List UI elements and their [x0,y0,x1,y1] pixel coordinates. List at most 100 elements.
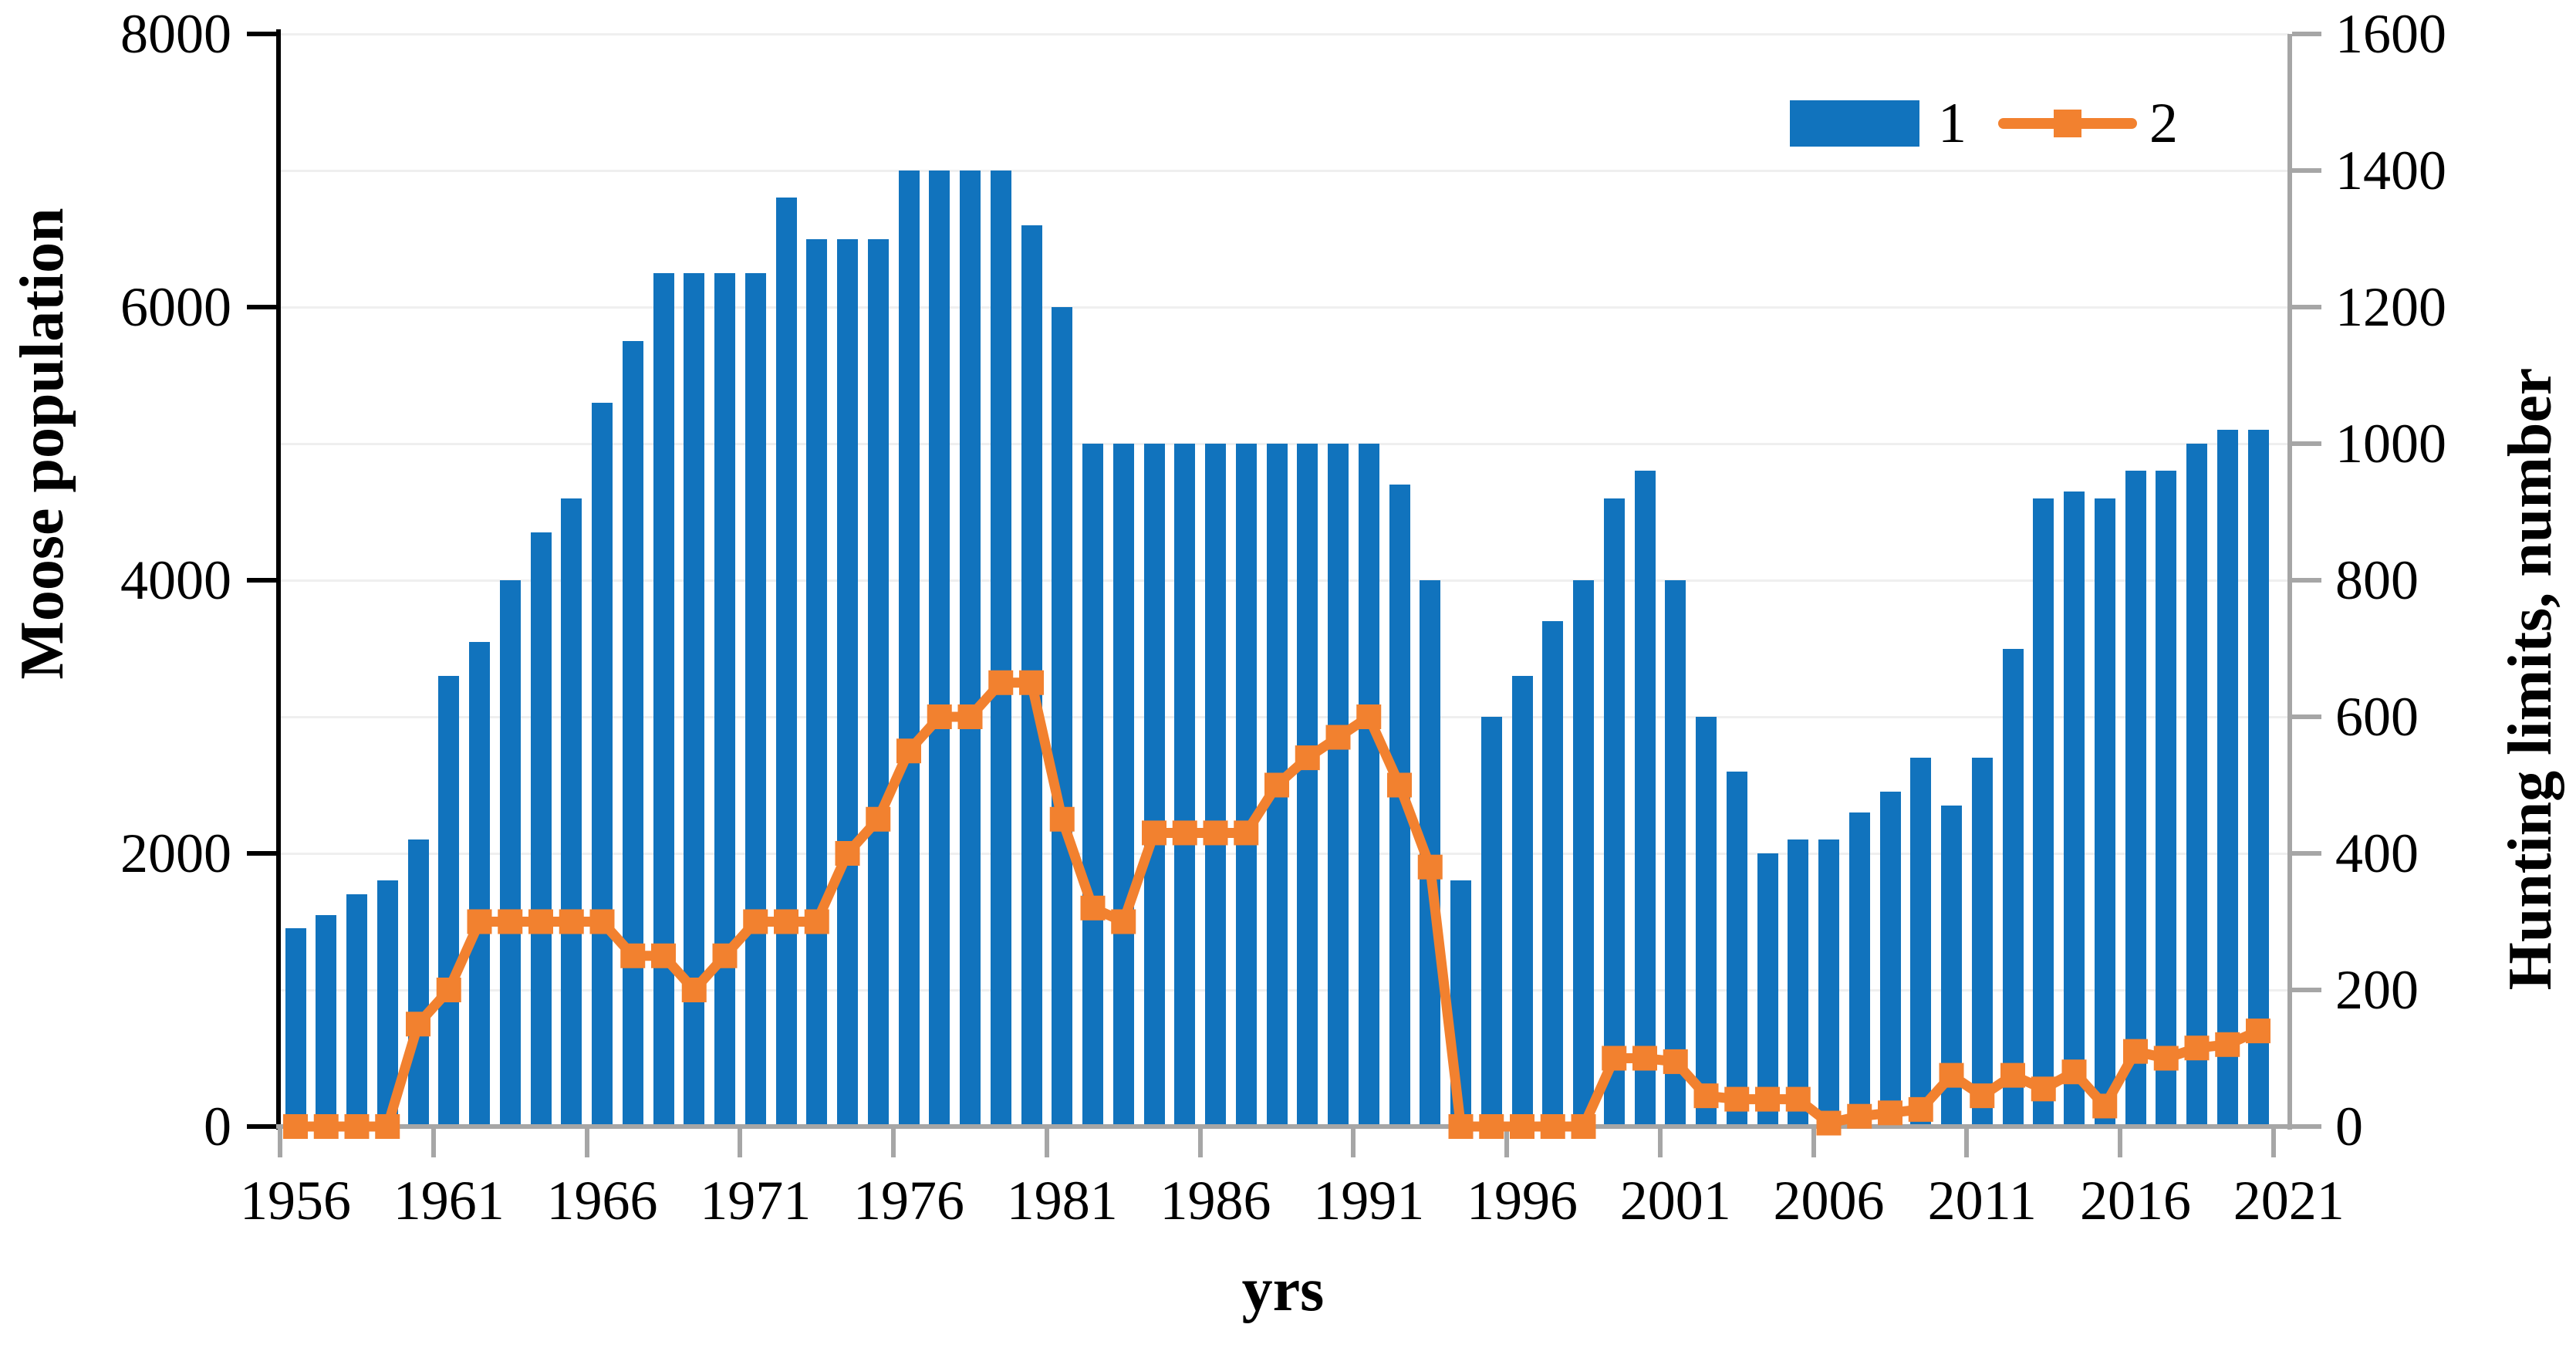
x-axis-label-1971: 1971 [700,1170,812,1231]
line-marker-2008: 2008: 20 [1878,1100,1902,1126]
bar-2016 [2125,471,2146,1127]
line-marker-1997: 1997: 0 [1540,1114,1565,1139]
x-axis-label-2016: 2016 [2080,1170,2191,1231]
right-tick-800 [2292,578,2321,583]
bar-2019 [2216,430,2238,1127]
right-tick-200 [2292,988,2321,992]
right-axis-label-200: 200 [2335,959,2419,1021]
legend-bar-swatch [1790,100,1919,147]
bar-2011 [1971,758,1993,1127]
x-axis-label-2011: 2011 [1927,1170,2037,1231]
line-marker-1968: 1968: 250 [651,943,676,968]
line-marker-1976: 1976: 550 [896,738,921,764]
bottom-axis-spine [276,1124,2295,1129]
x-axis-label-1981: 1981 [1006,1170,1118,1231]
line-marker-1961: 1961: 200 [436,978,461,1002]
line-marker-1959: 1959: 0 [375,1114,400,1139]
bar-2003 [1726,771,1747,1127]
bar-1991 [1358,444,1379,1127]
bar-1997 [1542,621,1564,1127]
bar-1966 [592,402,613,1127]
line-marker-1962: 1962: 300 [467,909,492,934]
bar-2005 [1788,839,1809,1127]
x-axis-label-2021: 2021 [2233,1170,2345,1231]
line-marker-1960: 1960: 150 [406,1012,430,1037]
line-marker-1957: 1957: 0 [313,1114,339,1139]
left-tick-2000 [247,851,276,856]
line-marker-1995: 1995: 0 [1479,1114,1504,1139]
line-marker-1973: 1973: 300 [804,909,829,934]
x-axis-label-1976: 1976 [853,1170,964,1231]
bar-2013 [2033,498,2054,1127]
right-axis-label-0: 0 [2335,1096,2363,1157]
line-marker-1966: 1966: 300 [589,909,615,934]
hunting-limits-line [295,677,2260,1132]
x-tick-1971 [738,1127,743,1157]
line-marker-1992: 1992: 500 [1387,772,1412,798]
left-axis-title: Moose population [8,208,76,680]
bar-2004 [1757,853,1778,1127]
line-marker-2012: 2012: 75 [2000,1062,2025,1088]
bar-1987 [1235,444,1257,1127]
line-marker-2009: 2009: 25 [1908,1096,1933,1122]
line-marker-2019: 2019: 120 [2215,1032,2240,1057]
right-axis-label-600: 600 [2335,686,2419,748]
bar-1982 [1082,444,1103,1127]
line-marker-1971: 1971: 300 [743,909,768,934]
right-axis-label-1400: 1400 [2335,140,2446,201]
line-marker-1996: 1996: 0 [1510,1114,1534,1139]
bar-1983 [1112,444,1134,1127]
bar-1970 [714,272,735,1127]
bar-2008 [1879,792,1901,1127]
bar-1973 [806,238,828,1127]
bar-2007 [1848,812,1870,1127]
x-tick-1991 [1351,1127,1356,1157]
line-marker-1965: 1965: 300 [559,909,584,934]
x-tick-2006 [1811,1127,1816,1157]
bar-1978 [960,171,981,1127]
line-marker-1972: 1972: 300 [774,909,798,934]
x-axis-label-2001: 2001 [1619,1170,1731,1231]
x-axis-label-1961: 1961 [393,1170,505,1231]
bar-1961 [438,675,460,1127]
right-tick-400 [2292,851,2321,856]
line-marker-1964: 1964: 300 [528,909,553,934]
bar-1956 [285,928,306,1127]
x-tick-1976 [891,1127,896,1157]
x-tick-1996 [1504,1127,1510,1157]
legend-line-marker [2054,110,2081,137]
bar-1989 [1297,444,1318,1127]
line-marker-1983: 1983: 300 [1111,909,1136,934]
bar-1975 [867,238,889,1127]
gridline-8000 [278,33,2289,35]
line-marker-1999: 1999: 100 [1602,1046,1627,1071]
left-axis-label-0: 0 [204,1096,231,1157]
bar-1960 [407,839,429,1127]
bar-2017 [2156,471,2177,1127]
bar-1972 [775,198,797,1127]
bar-1968 [653,272,674,1127]
line-marker-2018: 2018: 115 [2184,1035,2210,1061]
line-marker-1970: 1970: 250 [712,943,738,968]
bar-2014 [2064,491,2085,1127]
bar-1971 [744,272,766,1127]
right-tick-1200 [2292,305,2321,309]
bar-2002 [1696,717,1717,1127]
line-marker-1990: 1990: 570 [1325,725,1351,750]
line-marker-1984: 1984: 430 [1142,820,1166,846]
line-marker-1956: 1956: 0 [283,1114,308,1139]
line-marker-1980: 1980: 650 [1019,670,1044,695]
bar-1959 [376,880,398,1127]
bar-2006 [1818,839,1839,1127]
x-tick-2011 [1964,1127,1970,1157]
line-marker-1963: 1963: 300 [498,909,523,934]
line-marker-2003: 2003: 40 [1724,1086,1750,1112]
legend-label-series1: 1 [1938,92,1967,155]
line-marker-1977: 1977: 600 [927,704,952,729]
left-axis-label-2000: 2000 [120,823,231,884]
line-marker-1979: 1979: 650 [988,670,1014,695]
x-axis-label-1956: 1956 [240,1170,351,1231]
bar-2009 [1910,758,1932,1127]
